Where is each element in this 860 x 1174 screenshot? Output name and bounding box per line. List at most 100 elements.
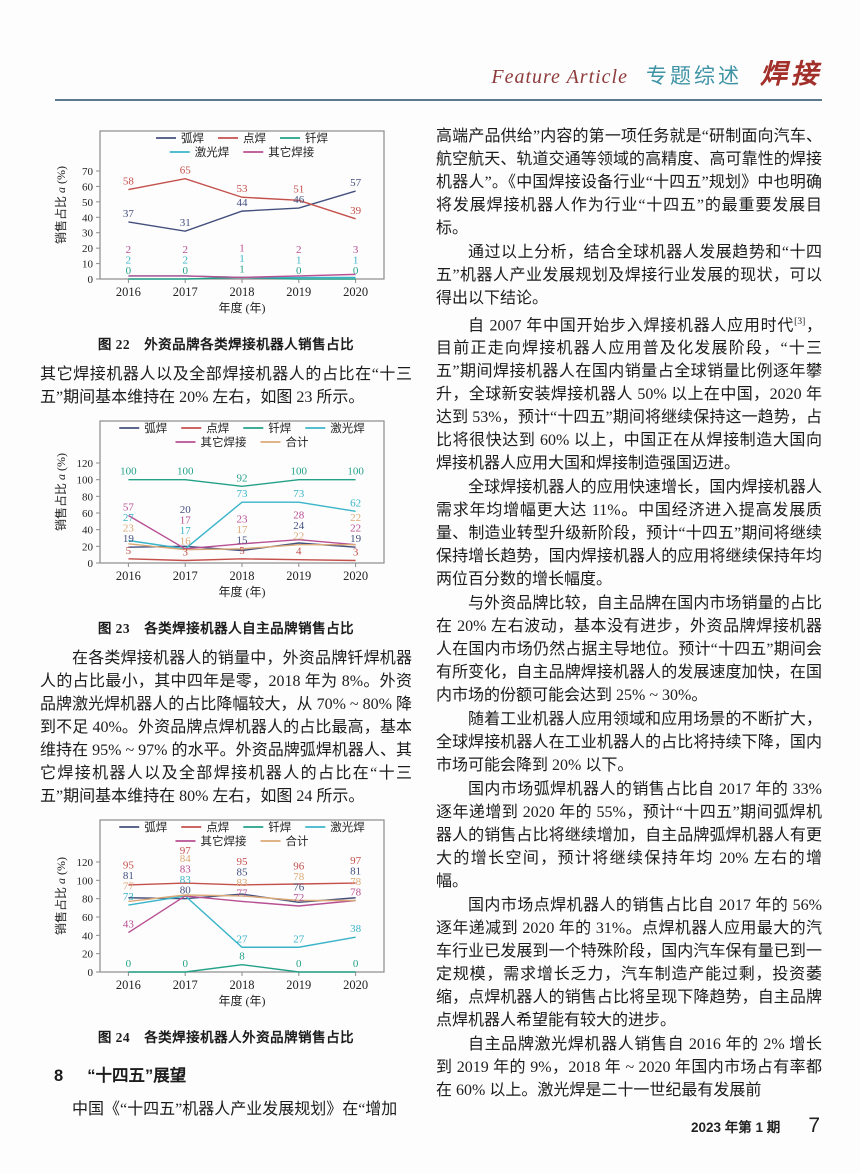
figure-title: 各类焊接机器人外资品牌销售占比 bbox=[144, 1030, 355, 1045]
svg-text:年度 (年): 年度 (年) bbox=[219, 993, 266, 1008]
svg-text:20: 20 bbox=[82, 949, 94, 961]
svg-text:年度 (年): 年度 (年) bbox=[219, 300, 266, 315]
svg-text:1: 1 bbox=[296, 255, 302, 267]
svg-text:4: 4 bbox=[296, 546, 302, 558]
svg-text:85: 85 bbox=[237, 866, 249, 878]
paragraph: 高端产品供给”内容的第一项任务就是“研制面向汽车、航空航天、轨道交通等领域的高精… bbox=[436, 128, 822, 237]
svg-text:97: 97 bbox=[180, 845, 192, 857]
svg-text:95: 95 bbox=[123, 860, 134, 872]
svg-text:95: 95 bbox=[237, 856, 249, 868]
svg-text:27: 27 bbox=[237, 933, 249, 945]
svg-text:5: 5 bbox=[239, 545, 245, 557]
svg-text:96: 96 bbox=[293, 861, 305, 873]
svg-text:其它焊接: 其它焊接 bbox=[268, 145, 314, 159]
svg-text:77: 77 bbox=[237, 887, 249, 899]
svg-text:37: 37 bbox=[123, 208, 134, 220]
figure-label: 图 23 bbox=[97, 621, 131, 636]
svg-text:2020: 2020 bbox=[343, 285, 368, 299]
figure-23: 0 20 40 60 80 100 120 2016 2017 2018 2019 2020 销售占比 … bbox=[52, 417, 400, 637]
svg-text:100: 100 bbox=[77, 875, 94, 887]
issue-label: 2023 年第 1 期 bbox=[691, 1120, 781, 1135]
svg-text:0: 0 bbox=[296, 958, 302, 970]
svg-text:销售占比 a (%): 销售占比 a (%) bbox=[53, 453, 68, 531]
feature-article-label: Feature Article bbox=[491, 66, 628, 88]
svg-text:22: 22 bbox=[350, 512, 361, 524]
svg-text:60: 60 bbox=[82, 508, 94, 520]
svg-text:17: 17 bbox=[180, 515, 192, 527]
svg-text:57: 57 bbox=[123, 502, 134, 514]
figure-label: 图 22 bbox=[97, 337, 131, 352]
paragraph: 国内市场弧焊机器人的销售占比自 2017 年的 33% 逐年递增到 2020 年… bbox=[436, 781, 822, 891]
svg-text:100: 100 bbox=[347, 466, 364, 478]
svg-text:激光焊: 激光焊 bbox=[330, 820, 365, 834]
figure-24-chart: 0 20 40 60 80 100 120 2016 2017 2018 2019 2020 销售占比 … bbox=[52, 816, 400, 1021]
svg-text:弧焊: 弧焊 bbox=[181, 131, 204, 145]
svg-text:2018: 2018 bbox=[230, 978, 255, 992]
svg-text:40: 40 bbox=[82, 930, 94, 942]
svg-text:2017: 2017 bbox=[173, 569, 198, 583]
svg-text:0: 0 bbox=[182, 265, 188, 277]
svg-text:0: 0 bbox=[88, 274, 94, 286]
svg-text:24: 24 bbox=[293, 520, 305, 532]
figure-24-caption: 图 24 各类焊接机器人外资品牌销售占比 bbox=[52, 1026, 400, 1046]
svg-text:70: 70 bbox=[82, 166, 94, 178]
svg-text:2019: 2019 bbox=[286, 978, 311, 992]
svg-text:销售占比 a (%): 销售占比 a (%) bbox=[53, 857, 68, 935]
svg-text:17: 17 bbox=[180, 525, 192, 537]
paragraph-text: 自 2007 年中国开始步入焊接机器人应用时代 bbox=[468, 317, 795, 335]
svg-text:钎焊: 钎焊 bbox=[268, 820, 291, 834]
svg-text:2018: 2018 bbox=[230, 285, 255, 299]
svg-text:0: 0 bbox=[88, 967, 94, 979]
svg-text:23: 23 bbox=[237, 513, 249, 525]
svg-text:20: 20 bbox=[82, 541, 94, 553]
column-title: 专题综述 bbox=[646, 65, 742, 88]
section-heading: 8 “十四五”展望 bbox=[54, 1062, 412, 1086]
svg-text:38: 38 bbox=[350, 923, 362, 935]
svg-text:50: 50 bbox=[82, 197, 94, 209]
svg-text:2017: 2017 bbox=[173, 285, 198, 299]
page-number: 7 bbox=[808, 1114, 820, 1137]
svg-text:2016: 2016 bbox=[116, 569, 141, 583]
svg-text:100: 100 bbox=[77, 475, 94, 487]
page-header: Feature Article 专题综述 焊接 bbox=[0, 0, 860, 101]
svg-text:22: 22 bbox=[350, 523, 361, 535]
header-titles: Feature Article 专题综述 焊接 bbox=[0, 52, 860, 91]
paragraph: 通过以上分析，结合全球机器人发展趋势和“十四五”机器人产业发展规划及焊接行业发展… bbox=[436, 244, 822, 307]
svg-text:2019: 2019 bbox=[286, 569, 311, 583]
svg-text:2018: 2018 bbox=[230, 569, 255, 583]
paragraph: 随着工业机器人应用领域和应用场景的不断扩大，全球焊接机器人在工业机器人的占比将持… bbox=[436, 711, 822, 775]
svg-text:22: 22 bbox=[293, 531, 304, 543]
paragraph: 与外资品牌比较，自主品牌在国内市场销量的占比在 20% 左右波动，基本没有进步，… bbox=[436, 595, 822, 705]
svg-text:83: 83 bbox=[237, 877, 249, 889]
svg-text:0: 0 bbox=[296, 265, 302, 277]
svg-text:60: 60 bbox=[82, 181, 94, 193]
paragraph: 自主品牌激光焊机器人销售自 2016 年的 2% 增长到 2019 年的 9%，… bbox=[436, 1036, 822, 1100]
svg-text:27: 27 bbox=[293, 933, 305, 945]
svg-text:100: 100 bbox=[120, 466, 137, 478]
svg-text:20: 20 bbox=[180, 504, 192, 516]
svg-text:43: 43 bbox=[123, 919, 134, 931]
svg-text:31: 31 bbox=[180, 217, 191, 229]
left-column: 0 10 20 30 40 50 60 70 2016 2017 2018 2019 2020 销售占比 … bbox=[40, 125, 412, 1122]
svg-text:钎焊: 钎焊 bbox=[305, 131, 328, 145]
svg-text:1: 1 bbox=[239, 242, 245, 254]
reference-marker: [3] bbox=[794, 317, 806, 327]
svg-text:0: 0 bbox=[126, 958, 132, 970]
journal-logo: 焊接 bbox=[760, 59, 822, 89]
figure-22-chart: 0 10 20 30 40 50 60 70 2016 2017 2018 2019 2020 销售占比 … bbox=[52, 127, 400, 328]
svg-text:2020: 2020 bbox=[343, 569, 368, 583]
svg-text:40: 40 bbox=[82, 525, 94, 537]
right-column: 高端产品供给”内容的第一项任务就是“研制面向汽车、航空航天、轨道交通等领域的高精… bbox=[436, 125, 822, 1122]
svg-text:80: 80 bbox=[82, 894, 94, 906]
svg-text:0: 0 bbox=[182, 958, 188, 970]
svg-text:2: 2 bbox=[126, 255, 131, 267]
svg-text:83: 83 bbox=[180, 874, 192, 886]
paragraph-text: ，目前正走向焊接机器人应用普及化发展阶段，“十三五”期间焊接机器人在国内销量占全… bbox=[436, 317, 822, 473]
svg-text:81: 81 bbox=[123, 870, 134, 882]
svg-text:92: 92 bbox=[237, 472, 248, 484]
svg-text:60: 60 bbox=[82, 912, 94, 924]
figure-23-caption: 图 23 各类焊接机器人自主品牌销售占比 bbox=[52, 617, 400, 637]
svg-text:0: 0 bbox=[88, 558, 94, 570]
svg-text:72: 72 bbox=[293, 892, 304, 904]
